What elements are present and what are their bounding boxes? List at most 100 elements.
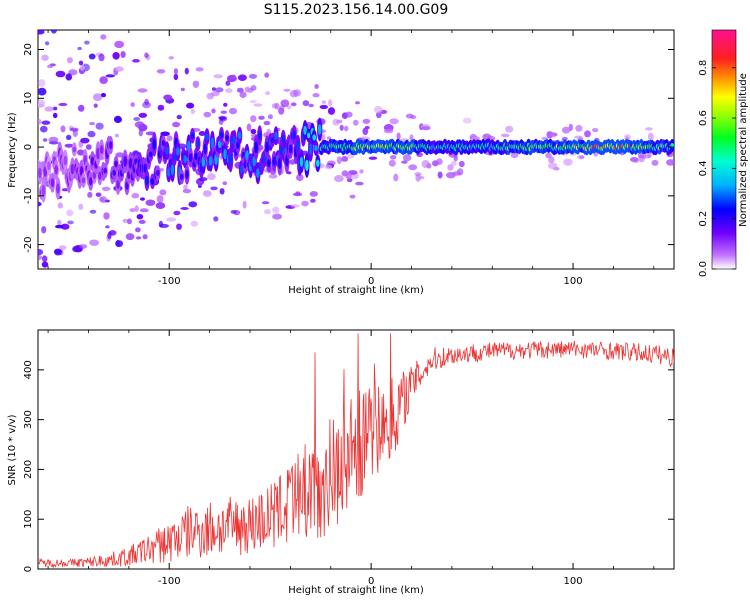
noise-blob (462, 117, 472, 124)
noise-blob (225, 80, 231, 86)
noise-blob (41, 54, 49, 61)
noise-blob (173, 210, 181, 216)
colorbar-tick-label: 0.4 (698, 160, 709, 176)
ridge-core (96, 147, 100, 160)
noise-blob (272, 206, 280, 214)
noise-blob (376, 111, 382, 119)
noise-blob (66, 57, 73, 64)
noise-blob (126, 218, 132, 225)
noise-blob (359, 169, 364, 174)
spectrogram-heat-layer (38, 30, 674, 268)
noise-blob (355, 181, 364, 186)
noise-blob (246, 123, 252, 132)
noise-blob (353, 119, 359, 126)
noise-blob (173, 73, 179, 81)
noise-blob (100, 196, 107, 204)
ridge-core (88, 177, 93, 186)
noise-blob (168, 56, 174, 60)
noise-blob (211, 108, 216, 114)
noise-blob (138, 219, 146, 224)
ridge-core (185, 170, 189, 179)
noise-blob (144, 98, 149, 106)
noise-blob (334, 175, 344, 183)
noise-blob (345, 111, 353, 118)
ridge-core (307, 132, 311, 139)
noise-blob (584, 130, 591, 138)
noise-blob (38, 118, 42, 125)
ridge-core (170, 164, 175, 176)
ridge-core (272, 156, 277, 166)
noise-blob (87, 130, 96, 138)
noise-blob (78, 203, 84, 210)
noise-blob (95, 192, 102, 197)
noise-blob (197, 184, 202, 188)
noise-blob (134, 121, 145, 128)
noise-blob (198, 131, 206, 136)
ridge-core (150, 178, 155, 185)
noise-blob (325, 164, 333, 170)
noise-blob (368, 156, 378, 160)
noise-blob (437, 171, 443, 179)
noise-blob (41, 261, 49, 268)
noise-blob (215, 87, 224, 93)
noise-blob (645, 127, 653, 131)
noise-blob (647, 152, 652, 158)
noise-blob (138, 112, 148, 118)
noise-blob (139, 208, 149, 213)
noise-blob (145, 199, 156, 206)
noise-blob (432, 160, 439, 167)
noise-blob (283, 88, 291, 92)
noise-blob (95, 122, 104, 130)
ridge-core (108, 141, 113, 150)
ridge-core (54, 165, 58, 175)
noise-blob (52, 112, 58, 119)
noise-blob (155, 202, 166, 210)
noise-blob (231, 74, 236, 80)
noise-blob (130, 102, 135, 107)
colorbar-tick-label: 0.8 (698, 60, 709, 76)
noise-blob (103, 212, 110, 220)
spectrogram-x-tick-label: 100 (564, 276, 583, 287)
noise-blob (182, 188, 192, 194)
noise-blob (549, 132, 558, 137)
noise-blob (41, 120, 51, 125)
noise-blob (268, 174, 278, 179)
colorbar-label: Normalized spectral amplitude (738, 73, 749, 227)
noise-blob (99, 76, 108, 84)
noise-blob (237, 74, 247, 81)
noise-blob (278, 107, 285, 115)
noise-blob (452, 171, 461, 176)
noise-blob (38, 254, 43, 261)
ridge-core (277, 157, 282, 169)
ridge-core (267, 159, 271, 168)
noise-blob (421, 126, 431, 131)
ridge-core (223, 148, 227, 160)
ridge-core (274, 131, 278, 140)
noise-blob (113, 115, 122, 123)
noise-blob (58, 102, 68, 107)
noise-blob (666, 159, 674, 166)
ridge-core (314, 145, 318, 152)
noise-blob (100, 34, 107, 40)
noise-blob (42, 138, 48, 142)
snr-x-tick-label: 100 (564, 576, 583, 587)
noise-blob (453, 154, 458, 162)
noise-blob (88, 53, 96, 60)
noise-blob (373, 105, 383, 114)
noise-blob (159, 168, 165, 172)
snr-y-tick-label: 200 (23, 460, 34, 479)
ridge-core (165, 146, 169, 155)
noise-blob (327, 107, 336, 115)
noise-blob (510, 152, 519, 159)
ridge-core (205, 133, 209, 141)
ridge-core (316, 159, 320, 167)
noise-blob (249, 99, 257, 104)
noise-blob (66, 134, 72, 141)
noise-blob (236, 87, 244, 93)
snr-series-line (38, 333, 674, 569)
ridge-core (161, 140, 166, 147)
noise-blob (89, 121, 95, 126)
noise-blob (203, 190, 212, 197)
noise-blob (426, 163, 432, 169)
